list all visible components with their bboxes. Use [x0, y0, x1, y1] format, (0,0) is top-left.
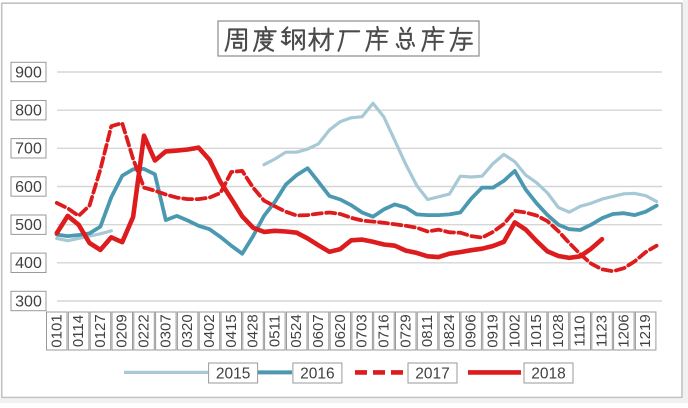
svg-text:1206: 1206 — [615, 314, 632, 347]
svg-text:0906: 0906 — [463, 314, 480, 347]
svg-text:0415: 0415 — [223, 314, 240, 347]
svg-text:300: 300 — [15, 293, 42, 310]
svg-text:1002: 1002 — [506, 314, 523, 347]
svg-text:0101: 0101 — [48, 314, 65, 347]
svg-text:0824: 0824 — [441, 314, 458, 347]
svg-text:0127: 0127 — [92, 314, 109, 347]
svg-text:0511: 0511 — [266, 315, 283, 347]
svg-text:600: 600 — [15, 179, 42, 196]
svg-text:500: 500 — [15, 217, 42, 234]
svg-text:0524: 0524 — [288, 314, 305, 347]
svg-text:0114: 0114 — [70, 315, 87, 347]
svg-text:900: 900 — [15, 64, 42, 81]
svg-text:2015: 2015 — [216, 366, 250, 383]
svg-text:0307: 0307 — [157, 314, 174, 347]
svg-text:0607: 0607 — [310, 314, 327, 347]
svg-text:0811: 0811 — [419, 315, 436, 347]
svg-text:400: 400 — [15, 255, 42, 272]
svg-text:0222: 0222 — [136, 314, 153, 347]
svg-text:1219: 1219 — [637, 314, 654, 347]
svg-text:1028: 1028 — [550, 314, 567, 347]
svg-text:0703: 0703 — [354, 314, 371, 347]
svg-text:2018: 2018 — [531, 366, 565, 383]
svg-text:0919: 0919 — [485, 314, 502, 347]
svg-text:800: 800 — [15, 103, 42, 120]
svg-text:0620: 0620 — [332, 314, 349, 347]
svg-text:0320: 0320 — [179, 314, 196, 347]
svg-text:1110: 1110 — [572, 315, 589, 346]
svg-text:0729: 0729 — [397, 314, 414, 347]
svg-text:1123: 1123 — [594, 315, 611, 347]
svg-text:2017: 2017 — [415, 366, 449, 383]
svg-text:0402: 0402 — [201, 314, 218, 347]
svg-text:1015: 1015 — [528, 314, 545, 347]
svg-text:700: 700 — [15, 141, 42, 158]
svg-text:0209: 0209 — [114, 314, 131, 347]
svg-text:2016: 2016 — [300, 366, 334, 383]
svg-text:0428: 0428 — [245, 314, 262, 347]
svg-text:0716: 0716 — [375, 314, 392, 347]
